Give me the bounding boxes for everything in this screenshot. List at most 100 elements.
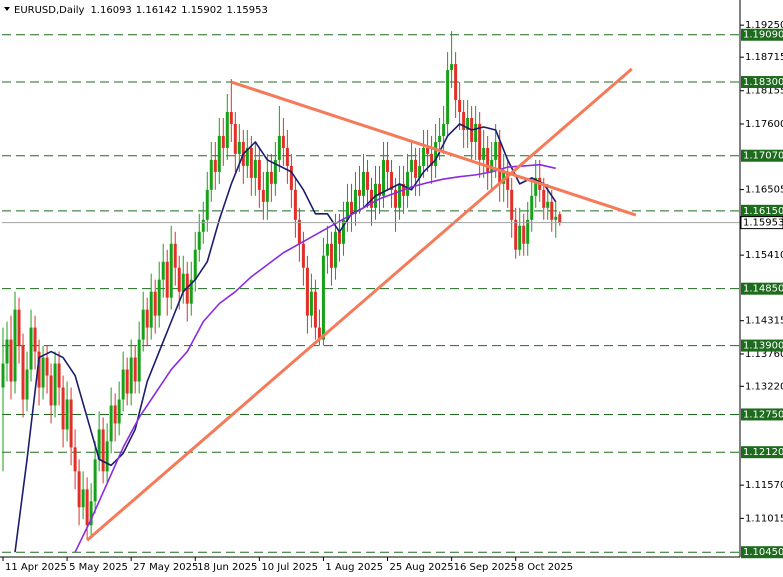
- moving-average: [74, 163, 556, 553]
- y-tick-label: 1.19250: [745, 20, 783, 31]
- candle-body: [53, 363, 57, 406]
- candle-body: [217, 135, 221, 172]
- price-label: 1.15953: [743, 218, 783, 229]
- candle-body: [153, 291, 157, 316]
- x-tick-label: 8 Oct 2025: [518, 562, 573, 573]
- candle-body: [173, 243, 177, 268]
- x-tick-label: 27 May 2025: [133, 562, 198, 573]
- candle-body: [289, 165, 293, 190]
- candle-body: [49, 375, 53, 406]
- candle-body: [33, 327, 37, 352]
- level-label-bg: [741, 149, 783, 162]
- candle-body: [530, 195, 534, 220]
- candle-body: [378, 183, 382, 196]
- y-tick-label: 1.18715: [745, 52, 783, 63]
- candle-body: [13, 309, 17, 382]
- candle-body: [426, 147, 430, 154]
- candle-body: [45, 357, 49, 376]
- header-open: 1.16093: [90, 5, 131, 16]
- candle-body: [77, 471, 81, 508]
- candle-body: [542, 189, 546, 208]
- candle-body: [213, 159, 217, 172]
- candle-body: [93, 459, 97, 502]
- candle-body: [261, 189, 265, 202]
- candle-body: [113, 405, 117, 424]
- candle-body: [522, 225, 526, 244]
- candle-body: [313, 291, 317, 328]
- y-tick-label: 1.14315: [745, 316, 783, 327]
- candle-body: [490, 159, 494, 172]
- candle-body: [257, 159, 261, 190]
- candle-body: [277, 135, 281, 160]
- candle-body: [297, 219, 301, 244]
- level-label: 1.12750: [743, 409, 783, 420]
- candle-body: [293, 189, 297, 220]
- level-label-bg: [741, 408, 783, 421]
- candle-body: [165, 261, 169, 298]
- candle-body: [157, 279, 161, 316]
- candle-body: [526, 219, 530, 244]
- trendline: [86, 67, 633, 542]
- candle-body: [341, 219, 345, 244]
- candle-body: [285, 147, 289, 166]
- y-tick-label: 1.17600: [745, 119, 783, 130]
- y-tick-label: 1.16505: [745, 185, 783, 196]
- candle-body: [205, 189, 209, 220]
- candle-body: [25, 369, 29, 400]
- candle-body: [305, 267, 309, 316]
- candle-body: [5, 339, 9, 364]
- candle-body: [1, 363, 5, 388]
- candle-body: [201, 219, 205, 232]
- candle-body: [454, 64, 458, 101]
- candle-body: [333, 231, 337, 268]
- candle-body: [518, 225, 522, 250]
- x-tick-label: 25 Aug 2025: [390, 562, 454, 573]
- candle-body: [510, 189, 514, 220]
- candle-body: [41, 357, 45, 388]
- y-tick-label: 1.11015: [745, 513, 783, 524]
- level-label-bg: [741, 204, 783, 217]
- candle-body: [37, 351, 41, 388]
- candle-body: [269, 171, 273, 184]
- candle-body: [169, 243, 173, 298]
- y-tick-label: 1.13760: [745, 349, 783, 360]
- collapse-icon[interactable]: [4, 7, 10, 11]
- candle-body: [462, 111, 466, 130]
- y-tick-label: 1.11570: [745, 480, 783, 491]
- candle-body: [494, 141, 498, 160]
- candle-body: [357, 189, 361, 196]
- candle-body: [438, 135, 442, 142]
- candle-body: [554, 216, 558, 220]
- candle-body: [506, 171, 510, 190]
- candle-body: [105, 441, 109, 472]
- candle-body: [73, 447, 77, 472]
- candle-body: [29, 327, 33, 370]
- candle-body: [321, 255, 325, 340]
- candle-body: [265, 171, 269, 202]
- chart-header: EURUSD,Daily 1.16093 1.16142 1.15902 1.15953: [14, 5, 268, 16]
- candle-body: [149, 291, 153, 328]
- candle-body: [9, 339, 13, 382]
- candle-body: [325, 243, 329, 256]
- x-tick-label: 18 Jun 2025: [197, 562, 257, 573]
- trendline: [230, 80, 637, 217]
- level-label-bg: [741, 546, 783, 559]
- candle-body: [301, 243, 305, 268]
- candle-body: [69, 399, 73, 448]
- candle-body: [225, 111, 229, 148]
- candle-body: [221, 135, 225, 148]
- candle-body: [394, 189, 398, 208]
- candle-body: [349, 201, 353, 214]
- candle-body: [390, 171, 394, 190]
- candle-body: [498, 141, 502, 184]
- candle-body: [125, 369, 129, 394]
- x-tick-label: 1 Aug 2025: [325, 562, 383, 573]
- candle-body: [386, 159, 390, 172]
- candle-body: [145, 309, 149, 328]
- header-high: 1.16142: [136, 5, 177, 16]
- candle-body: [237, 141, 241, 154]
- level-label: 1.19090: [743, 30, 783, 41]
- candle-body: [133, 357, 137, 382]
- candle-body: [550, 201, 554, 220]
